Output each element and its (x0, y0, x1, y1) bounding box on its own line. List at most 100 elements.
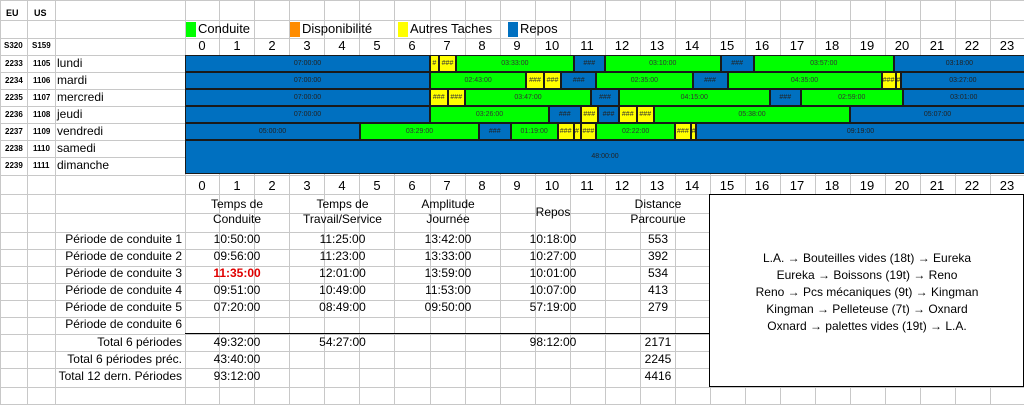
hour-tick-label: 3 (290, 178, 324, 193)
hour-tick-label: 16 (745, 178, 779, 193)
hour-tick-label: 11 (570, 38, 604, 53)
route-line: Oxnard → palettes vides (19t) → L.A. (710, 319, 1024, 333)
timeline-segment: ### (479, 123, 511, 140)
hour-tick-label: 11 (570, 178, 604, 193)
legend-label-repos: Repos (520, 21, 558, 36)
header-repos: Repos (501, 205, 605, 220)
total-row-cell: 54:27:00 (290, 335, 395, 349)
period-row-label: Période de conduite 4 (20, 283, 182, 297)
timeline-segment: ### (439, 55, 457, 72)
day-us-code: 1107 (33, 93, 50, 102)
total-row-cell: 93:12:00 (185, 369, 289, 383)
hour-tick-label: 22 (955, 178, 989, 193)
day-eu-code: 2238 (5, 144, 23, 153)
timeline-segment: ### (770, 89, 802, 106)
hour-tick-label: 1 (220, 178, 254, 193)
timeline-segment: ### (882, 72, 896, 89)
legend-swatch-conduite (186, 22, 196, 37)
day-name: vendredi (57, 124, 103, 138)
timeline-segment: ### (598, 106, 619, 123)
legend-swatch-disponibilite (290, 22, 300, 37)
hour-tick-label: 4 (325, 38, 359, 53)
timeline-segment: ### (721, 55, 754, 72)
period-row-cell: 11:23:00 (290, 249, 395, 263)
hour-tick-label: 5 (360, 38, 394, 53)
timeline-segment: # (574, 123, 581, 140)
timeline-segment: ### (544, 72, 562, 89)
timeline-segment: 02:35:00 (596, 72, 692, 89)
timeline-segment: 03:29:00 (360, 123, 479, 140)
hour-tick-label: 13 (640, 178, 674, 193)
hour-tick-label: 21 (920, 178, 954, 193)
total-row-label: Total 6 périodes (20, 335, 182, 349)
hour-tick-label: 10 (535, 38, 569, 53)
timeline-segment: ### (574, 55, 606, 72)
timeline-segment: 04:15:00 (619, 89, 770, 106)
period-row-cell: 10:49:00 (290, 283, 395, 297)
period-row-label: Période de conduite 5 (20, 300, 182, 314)
timeline-segment: 05:07:00 (850, 106, 1024, 123)
gridline-v (0, 0, 1, 404)
timeline-segment: 07:00:00 (185, 89, 430, 106)
header-amplitude: Amplitude Journée (396, 197, 500, 227)
day-eu-code: 2239 (5, 161, 23, 170)
hour-tick-label: 13 (640, 38, 674, 53)
header-line: Temps de (185, 197, 289, 212)
hour-tick-label: 19 (850, 178, 884, 193)
period-row-cell: 09:51:00 (185, 283, 289, 297)
day-us-code: 1108 (33, 110, 50, 119)
us-subheader: S159 (32, 41, 51, 50)
period-row-cell: 12:01:00 (290, 266, 395, 280)
hour-tick-label: 8 (465, 38, 499, 53)
day-name: jeudi (57, 107, 82, 121)
timeline-segment: ### (581, 106, 599, 123)
timeline-segment: ### (619, 106, 637, 123)
day-us-code: 1110 (33, 144, 50, 153)
timeline-segment: ### (675, 123, 691, 140)
period-row-cell: 09:50:00 (396, 300, 500, 314)
hour-tick-label: 7 (430, 178, 464, 193)
timeline-segment: 04:35:00 (728, 72, 882, 89)
day-eu-code: 2235 (5, 93, 23, 102)
hour-tick-label: 6 (395, 178, 429, 193)
hour-tick-label: 19 (850, 38, 884, 53)
hour-tick-label: 5 (360, 178, 394, 193)
timeline-segment: ### (558, 123, 574, 140)
hour-tick-label: 7 (430, 38, 464, 53)
timeline-segment: 03:18:00 (894, 55, 1024, 72)
gridline-h (0, 387, 1024, 388)
eu-header: EU (6, 8, 19, 18)
hour-tick-label: 12 (605, 178, 639, 193)
hour-tick-label: 12 (605, 38, 639, 53)
hour-tick-label: 14 (675, 178, 709, 193)
timeline-segment: ### (591, 89, 619, 106)
total-row-cell: 98:12:00 (501, 335, 605, 349)
day-eu-code: 2237 (5, 127, 23, 136)
timeline-segment: 02:59:00 (801, 89, 903, 106)
header-line: Parcourue (606, 212, 710, 227)
period-row-cell: 08:49:00 (290, 300, 395, 314)
day-name: mardi (57, 73, 87, 87)
header-temps-travail: Temps de Travail/Service (290, 197, 395, 227)
timeline-segment: 03:01:00 (903, 89, 1024, 106)
timeline-segment: 03:26:00 (430, 106, 549, 123)
header-line: Journée (396, 212, 500, 227)
legend-label-disponibilite: Disponibilité (302, 21, 372, 36)
hour-tick-label: 21 (920, 38, 954, 53)
period-row-cell: 534 (606, 266, 710, 280)
timeline-segment: 07:00:00 (185, 55, 430, 72)
gridline-h (0, 175, 1024, 176)
period-row-cell: 279 (606, 300, 710, 314)
timeline-segment: ### (581, 123, 597, 140)
hour-tick-label: 3 (290, 38, 324, 53)
day-name: lundi (57, 56, 82, 70)
timeline-segment: 03:47:00 (465, 89, 591, 106)
period-row-label: Période de conduite 6 (20, 317, 182, 331)
period-row-label: Période de conduite 3 (20, 266, 182, 280)
hour-tick-label: 14 (675, 38, 709, 53)
header-line: Repos (501, 205, 605, 220)
hour-tick-label: 2 (255, 178, 289, 193)
timeline-segment: 01:19:00 (511, 123, 558, 140)
period-row-cell: 13:42:00 (396, 232, 500, 246)
hour-tick-label: 16 (745, 38, 779, 53)
